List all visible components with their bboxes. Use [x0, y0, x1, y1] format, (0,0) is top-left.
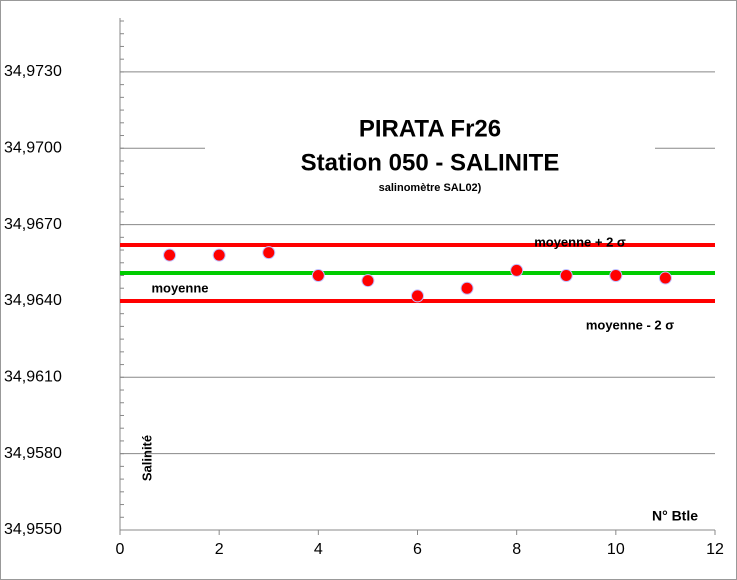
y-tick-label: 34,9670: [4, 216, 62, 233]
point: [460, 281, 474, 295]
reference-label: moyenne: [151, 280, 208, 295]
reference-label: moyenne - 2 σ: [586, 317, 674, 332]
point: [559, 269, 573, 282]
y-axis-label: Salinité: [139, 435, 154, 481]
y-tick-label: 34,9550: [4, 521, 62, 538]
point: [658, 271, 672, 285]
point: [609, 269, 623, 282]
chart-subtitle: salinomètre SAL02): [379, 182, 482, 194]
point: [411, 289, 424, 303]
x-tick-label: 4: [314, 541, 323, 558]
point: [361, 274, 375, 288]
chart-title: Station 050 - SALINITE: [301, 149, 560, 176]
x-tick-label: 0: [116, 541, 125, 558]
y-tick-label: 34,9580: [4, 445, 62, 462]
chart-title: PIRATA Fr26: [359, 115, 501, 142]
point: [262, 246, 276, 260]
point: [212, 248, 226, 262]
reference-label: moyenne + 2 σ: [534, 234, 626, 249]
y-tick-label: 34,9700: [4, 139, 62, 156]
point: [311, 269, 325, 282]
x-tick-label: 12: [706, 541, 724, 558]
x-tick-label: 8: [512, 541, 521, 558]
x-tick-label: 6: [413, 541, 422, 558]
y-tick-label: 34,9640: [4, 292, 62, 309]
y-tick-label: 34,9610: [4, 369, 62, 386]
x-tick-label: 2: [215, 541, 224, 558]
point: [163, 248, 177, 262]
point: [510, 263, 524, 277]
y-tick-label: 34,9730: [4, 63, 62, 80]
x-tick-label: 10: [607, 541, 625, 558]
title-box: [205, 100, 655, 198]
x-axis-label: N° Btle: [652, 508, 698, 524]
